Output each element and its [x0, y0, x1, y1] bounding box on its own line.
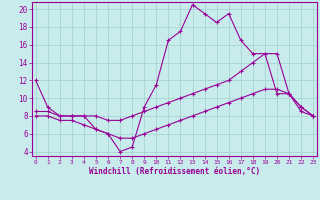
X-axis label: Windchill (Refroidissement éolien,°C): Windchill (Refroidissement éolien,°C): [89, 167, 260, 176]
